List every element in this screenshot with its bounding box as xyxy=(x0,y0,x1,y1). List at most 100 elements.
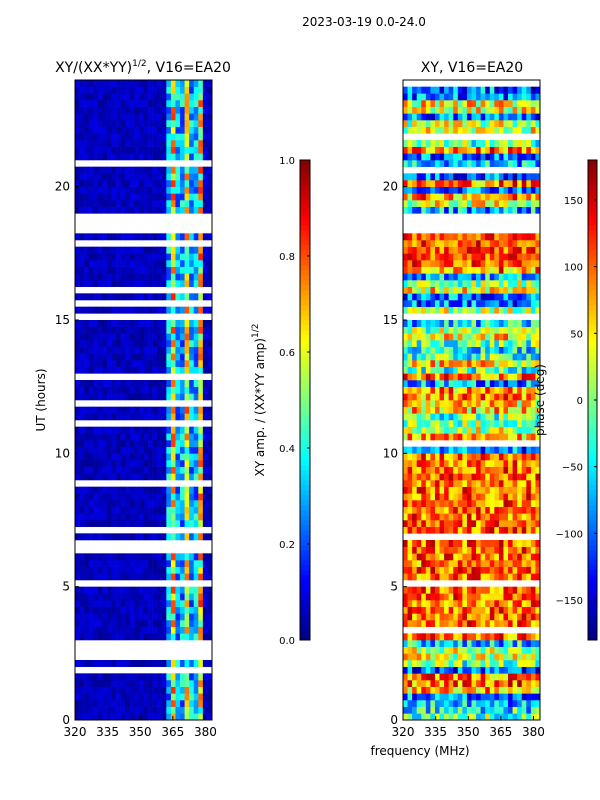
phase-cell xyxy=(508,100,513,107)
phase-cell xyxy=(526,553,532,561)
phase-cell xyxy=(476,366,481,374)
amplitude-cell xyxy=(106,120,112,127)
amplitude-cell xyxy=(152,440,158,447)
phase-cell xyxy=(508,93,513,101)
phase-cell xyxy=(526,373,532,381)
phase-cell xyxy=(457,106,463,114)
phase-cell xyxy=(494,320,500,327)
phase-cell xyxy=(480,660,486,667)
phase-cell xyxy=(403,706,408,714)
phase-cell xyxy=(462,113,468,121)
amplitude-cell xyxy=(79,413,85,421)
phase-cell xyxy=(444,513,449,521)
phase-cell xyxy=(526,273,532,281)
phase-cell xyxy=(503,386,509,394)
amplitude-cell xyxy=(88,406,94,414)
amplitude-cell xyxy=(157,280,163,287)
phase-cell xyxy=(530,346,536,354)
phase-cell xyxy=(430,640,436,647)
phase-cell xyxy=(439,713,445,721)
amplitude-cell xyxy=(116,153,121,161)
phase-cell xyxy=(462,193,468,201)
colorbar-segment xyxy=(300,170,310,176)
amplitude-cell xyxy=(143,360,149,367)
amplitude-cell xyxy=(198,353,204,361)
amplitude-cell xyxy=(143,120,149,127)
amplitude-cell xyxy=(202,486,208,494)
phase-cell xyxy=(512,680,518,687)
phase-cell xyxy=(512,240,518,247)
amplitude-cell xyxy=(106,406,112,414)
phase-cell xyxy=(466,566,472,574)
phase-cell xyxy=(508,320,513,327)
phase-cell xyxy=(535,586,541,594)
amplitude-cell xyxy=(152,146,158,154)
amplitude-cell xyxy=(143,593,149,601)
amplitude-cell xyxy=(97,366,103,374)
phase-cell xyxy=(535,246,541,254)
phase-cell xyxy=(407,286,413,294)
amplitude-cell xyxy=(152,366,158,374)
phase-cell xyxy=(407,473,413,481)
amplitude-cell xyxy=(84,706,89,714)
amplitude-cell xyxy=(93,593,99,601)
phase-cell xyxy=(444,100,449,107)
phase-cell xyxy=(453,493,459,501)
phase-cell xyxy=(462,180,468,187)
amplitude-cell xyxy=(148,186,153,194)
phase-cell xyxy=(403,160,408,167)
phase-cell xyxy=(425,246,431,254)
amplitude-cell xyxy=(116,186,121,194)
phase-cell xyxy=(494,86,500,94)
amplitude-cell xyxy=(207,500,213,507)
phase-cell xyxy=(485,373,491,381)
phase-cell xyxy=(535,280,541,287)
phase-cell xyxy=(471,126,477,134)
phase-cell xyxy=(434,233,440,241)
amplitude-cell xyxy=(157,600,163,607)
phase-cell xyxy=(466,200,472,207)
phase-cell xyxy=(498,606,504,614)
amplitude-cell xyxy=(148,613,153,621)
amplitude-cell xyxy=(93,706,99,714)
phase-cell xyxy=(498,680,504,687)
phase-cell xyxy=(439,200,445,207)
phase-cell xyxy=(485,293,491,301)
amplitude-cell xyxy=(125,353,131,361)
phase-cell xyxy=(430,680,436,687)
phase-cell xyxy=(521,266,527,274)
phase-cell xyxy=(512,460,518,467)
phase-cell xyxy=(508,486,513,494)
amplitude-cell xyxy=(93,446,99,454)
phase-cell xyxy=(471,706,477,714)
phase-cell xyxy=(535,453,541,461)
amplitude-cell xyxy=(120,426,126,434)
amplitude-cell xyxy=(75,600,80,607)
phase-cell xyxy=(494,153,500,161)
phase-cell xyxy=(466,453,472,461)
amplitude-cell xyxy=(202,326,208,334)
amplitude-cell xyxy=(170,413,176,421)
phase-cell xyxy=(421,360,427,367)
phase-cell xyxy=(462,480,468,487)
amplitude-cell xyxy=(88,560,94,567)
phase-cell xyxy=(526,153,532,161)
amplitude-cell xyxy=(202,86,208,94)
amplitude-cell xyxy=(161,326,167,334)
phase-cell xyxy=(466,706,472,714)
phase-cell xyxy=(416,280,422,287)
phase-cell xyxy=(453,100,459,107)
amplitude-cell xyxy=(193,533,199,541)
phase-cell xyxy=(430,493,436,501)
phase-cell xyxy=(412,500,417,507)
phase-cell xyxy=(403,306,408,314)
phase-cell xyxy=(430,100,436,107)
amplitude-cell xyxy=(143,140,149,147)
amplitude-cell xyxy=(84,693,89,701)
phase-cell xyxy=(503,333,509,341)
amplitude-cell xyxy=(84,200,89,207)
amplitude-cell xyxy=(116,206,121,214)
amplitude-cell xyxy=(75,473,80,481)
phase-cell xyxy=(476,480,481,487)
amplitude-cell xyxy=(148,126,153,134)
